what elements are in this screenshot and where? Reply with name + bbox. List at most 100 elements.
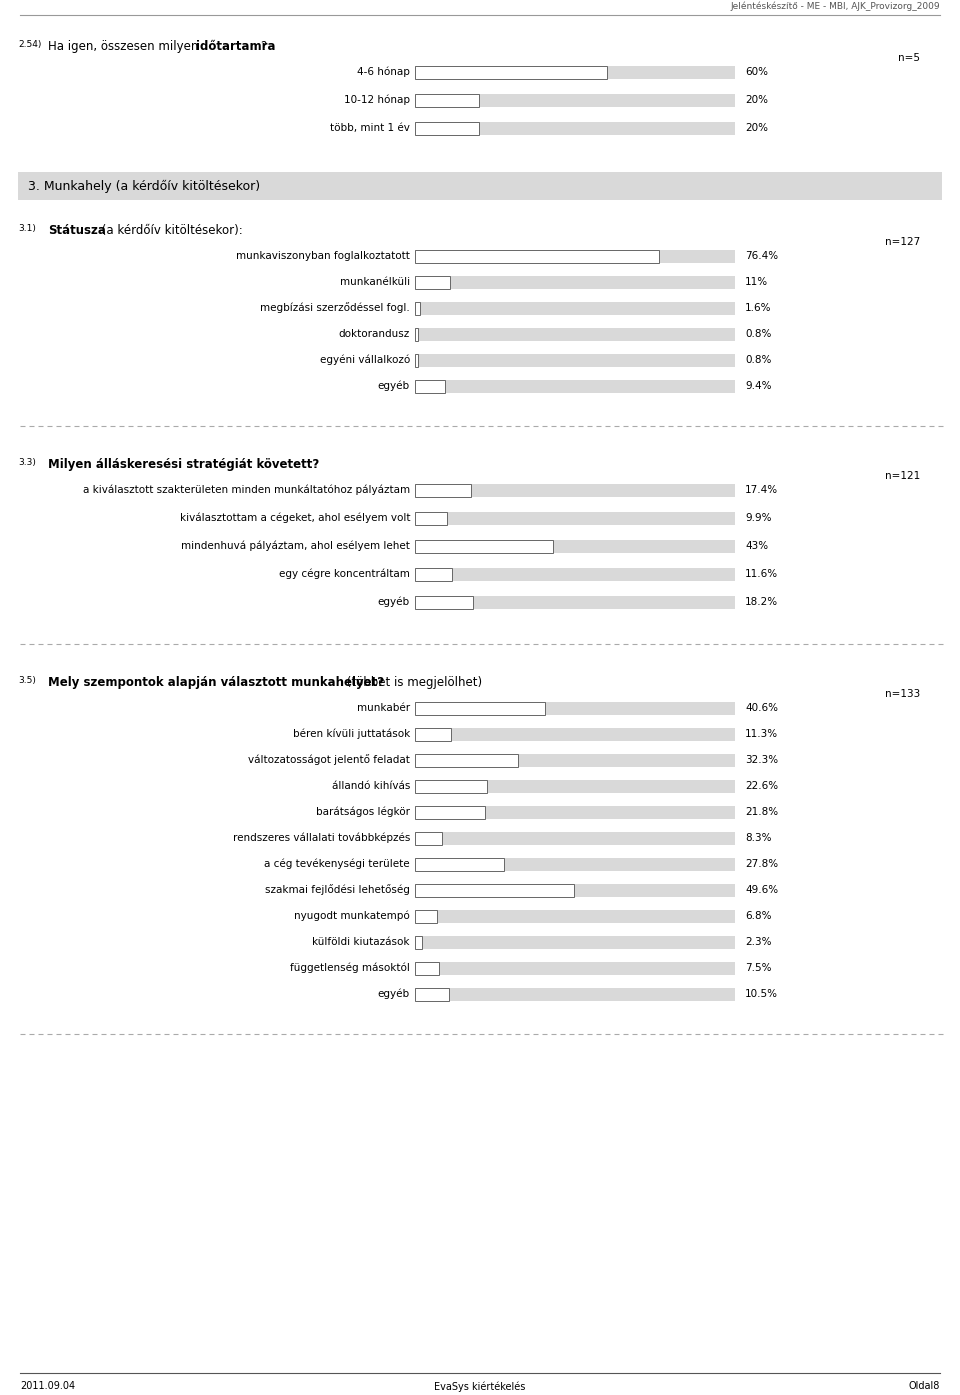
Text: 3.3): 3.3): [18, 458, 36, 467]
Text: 22.6%: 22.6%: [745, 781, 779, 791]
Bar: [415, 780, 735, 792]
Text: 9.9%: 9.9%: [745, 513, 772, 523]
Bar: [415, 250, 735, 262]
Text: Mely szempontok alapján választott munkahelyet?: Mely szempontok alapján választott munka…: [48, 677, 384, 689]
Bar: [415, 301, 420, 314]
Bar: [415, 702, 545, 714]
Text: 27.8%: 27.8%: [745, 859, 779, 869]
Text: Oldal8: Oldal8: [908, 1381, 940, 1391]
Text: 20%: 20%: [745, 123, 768, 133]
Text: kiválasztottam a cégeket, ahol esélyem volt: kiválasztottam a cégeket, ahol esélyem v…: [180, 513, 410, 523]
Text: Ha igen, összesen milyen: Ha igen, összesen milyen: [48, 40, 203, 53]
Text: 6.8%: 6.8%: [745, 911, 772, 921]
Bar: [415, 540, 553, 552]
Bar: [415, 728, 735, 741]
Text: Státusza: Státusza: [48, 225, 106, 237]
Text: doktorandusz: doktorandusz: [339, 329, 410, 339]
Text: béren kívüli juttatások: béren kívüli juttatások: [293, 728, 410, 739]
Bar: [415, 805, 485, 819]
Text: 2011.09.04: 2011.09.04: [20, 1381, 75, 1391]
Bar: [415, 702, 735, 714]
Text: 1.6%: 1.6%: [745, 303, 772, 312]
Text: (a kérdőív kitöltésekor):: (a kérdőív kitöltésekor):: [98, 225, 243, 237]
Bar: [415, 988, 735, 1000]
Text: 60%: 60%: [745, 67, 768, 77]
Bar: [415, 93, 479, 106]
Text: a cég tevékenységi területe: a cég tevékenységi területe: [264, 859, 410, 869]
Bar: [415, 328, 418, 340]
Text: n=5: n=5: [898, 53, 920, 63]
Text: 76.4%: 76.4%: [745, 251, 779, 261]
Text: 40.6%: 40.6%: [745, 703, 778, 713]
Bar: [415, 250, 660, 262]
Bar: [415, 275, 450, 289]
Text: több, mint 1 év: több, mint 1 év: [330, 123, 410, 133]
Text: barátságos légkör: barátságos légkör: [316, 806, 410, 817]
Text: nyugodt munkatempó: nyugodt munkatempó: [295, 911, 410, 921]
Bar: [415, 301, 735, 314]
Text: 0.8%: 0.8%: [745, 329, 772, 339]
Text: 17.4%: 17.4%: [745, 485, 779, 495]
Text: mindenhuvá pályáztam, ahol esélyem lehet: mindenhuvá pályáztam, ahol esélyem lehet: [181, 541, 410, 551]
Bar: [415, 780, 488, 792]
Text: 2.3%: 2.3%: [745, 937, 772, 947]
Bar: [415, 596, 473, 608]
Text: egy cégre koncentráltam: egy cégre koncentráltam: [279, 569, 410, 579]
Text: 11.3%: 11.3%: [745, 730, 779, 739]
Text: n=133: n=133: [885, 689, 920, 699]
Bar: [415, 121, 735, 134]
Text: egyéni vállalkozó: egyéni vállalkozó: [320, 354, 410, 365]
Text: munkanélküli: munkanélküli: [340, 278, 410, 287]
Text: 11%: 11%: [745, 278, 768, 287]
Bar: [415, 568, 735, 580]
Text: n=121: n=121: [885, 472, 920, 481]
Bar: [415, 275, 735, 289]
Text: munkabér: munkabér: [357, 703, 410, 713]
Bar: [415, 484, 735, 497]
Text: 49.6%: 49.6%: [745, 884, 779, 896]
Text: EvaSys kiértékelés: EvaSys kiértékelés: [434, 1381, 526, 1391]
Text: megbízási szerződéssel fogl.: megbízási szerződéssel fogl.: [260, 303, 410, 314]
Bar: [415, 66, 735, 78]
Bar: [415, 961, 439, 975]
Text: 20%: 20%: [745, 95, 768, 105]
Bar: [415, 568, 452, 580]
Text: egyéb: egyéb: [378, 597, 410, 607]
Text: n=127: n=127: [885, 237, 920, 247]
Bar: [415, 540, 735, 552]
Bar: [415, 883, 574, 897]
Bar: [415, 831, 735, 844]
Text: 3. Munkahely (a kérdőív kitöltésekor): 3. Munkahely (a kérdőív kitöltésekor): [28, 180, 260, 193]
Bar: [415, 484, 470, 497]
Text: időtartamra: időtartamra: [196, 40, 276, 53]
Bar: [415, 353, 418, 367]
Text: (többet is megjelölhet): (többet is megjelölhet): [343, 677, 482, 689]
Text: egyéb: egyéb: [378, 381, 410, 391]
Bar: [415, 858, 735, 870]
Bar: [415, 831, 442, 844]
Bar: [415, 328, 735, 340]
Text: 43%: 43%: [745, 541, 768, 551]
Bar: [415, 858, 504, 870]
Bar: [415, 728, 451, 741]
Text: rendszeres vállalati továbbképzés: rendszeres vállalati továbbképzés: [232, 833, 410, 843]
Bar: [415, 379, 445, 392]
Text: 2.54): 2.54): [18, 40, 41, 49]
Text: 10.5%: 10.5%: [745, 989, 778, 999]
Text: állandó kihívás: állandó kihívás: [331, 781, 410, 791]
Bar: [415, 936, 422, 949]
Bar: [415, 66, 607, 78]
Bar: [415, 961, 735, 975]
Bar: [415, 883, 735, 897]
Text: munkaviszonyban foglalkoztatott: munkaviszonyban foglalkoztatott: [236, 251, 410, 261]
Text: külföldi kiutazások: külföldi kiutazások: [313, 937, 410, 947]
Text: 11.6%: 11.6%: [745, 569, 779, 579]
Text: 7.5%: 7.5%: [745, 963, 772, 972]
Bar: [415, 805, 735, 819]
Text: egyéb: egyéb: [378, 989, 410, 999]
Bar: [415, 936, 735, 949]
Text: szakmai fejlődési lehetőség: szakmai fejlődési lehetőség: [265, 884, 410, 896]
Text: 32.3%: 32.3%: [745, 755, 779, 764]
Text: függetlenség másoktól: függetlenség másoktól: [290, 963, 410, 974]
Text: 10-12 hónap: 10-12 hónap: [344, 95, 410, 105]
